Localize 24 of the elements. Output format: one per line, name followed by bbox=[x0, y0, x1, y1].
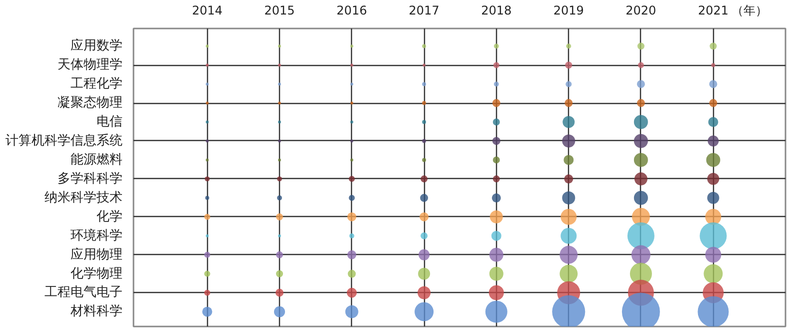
y-tick-label: 多学科科学 bbox=[58, 171, 122, 186]
x-tick-label: 2017 bbox=[408, 4, 440, 18]
y-tick-label: 电信 bbox=[96, 114, 122, 130]
x-tick-label: 2014 bbox=[192, 4, 223, 18]
y-tick-label: 应用数学 bbox=[70, 38, 122, 54]
y-tick-label: 化学 bbox=[96, 209, 122, 224]
y-tick-label: 凝聚态物理 bbox=[58, 96, 122, 111]
y-tick-label: 工程电气电子 bbox=[44, 285, 122, 300]
x-tick-label: 2015 bbox=[264, 4, 295, 18]
x-tick-label: 2021 bbox=[698, 4, 728, 18]
y-tick-label: 计算机科学信息系统 bbox=[6, 133, 122, 148]
y-tick-label: 化学物理 bbox=[70, 266, 122, 282]
x-tick-label: 2016 bbox=[336, 4, 368, 18]
x-tick-label: 2020 bbox=[626, 4, 656, 18]
y-tick-label: 材料科学 bbox=[70, 304, 122, 320]
y-tick-label: 环境科学 bbox=[70, 227, 122, 244]
y-tick-label: 工程化学 bbox=[70, 76, 122, 92]
y-tick-label: 纳米科学技术 bbox=[44, 190, 122, 206]
x-tick-label: 2018 bbox=[481, 4, 512, 18]
y-tick-label: 天体物理学 bbox=[58, 58, 122, 73]
x-tick-label: 2019 bbox=[553, 4, 584, 18]
y-tick-label: 能源燃料 bbox=[70, 152, 122, 168]
y-tick-label: 应用物理 bbox=[70, 246, 122, 262]
x-axis-title: （年） bbox=[731, 4, 768, 18]
